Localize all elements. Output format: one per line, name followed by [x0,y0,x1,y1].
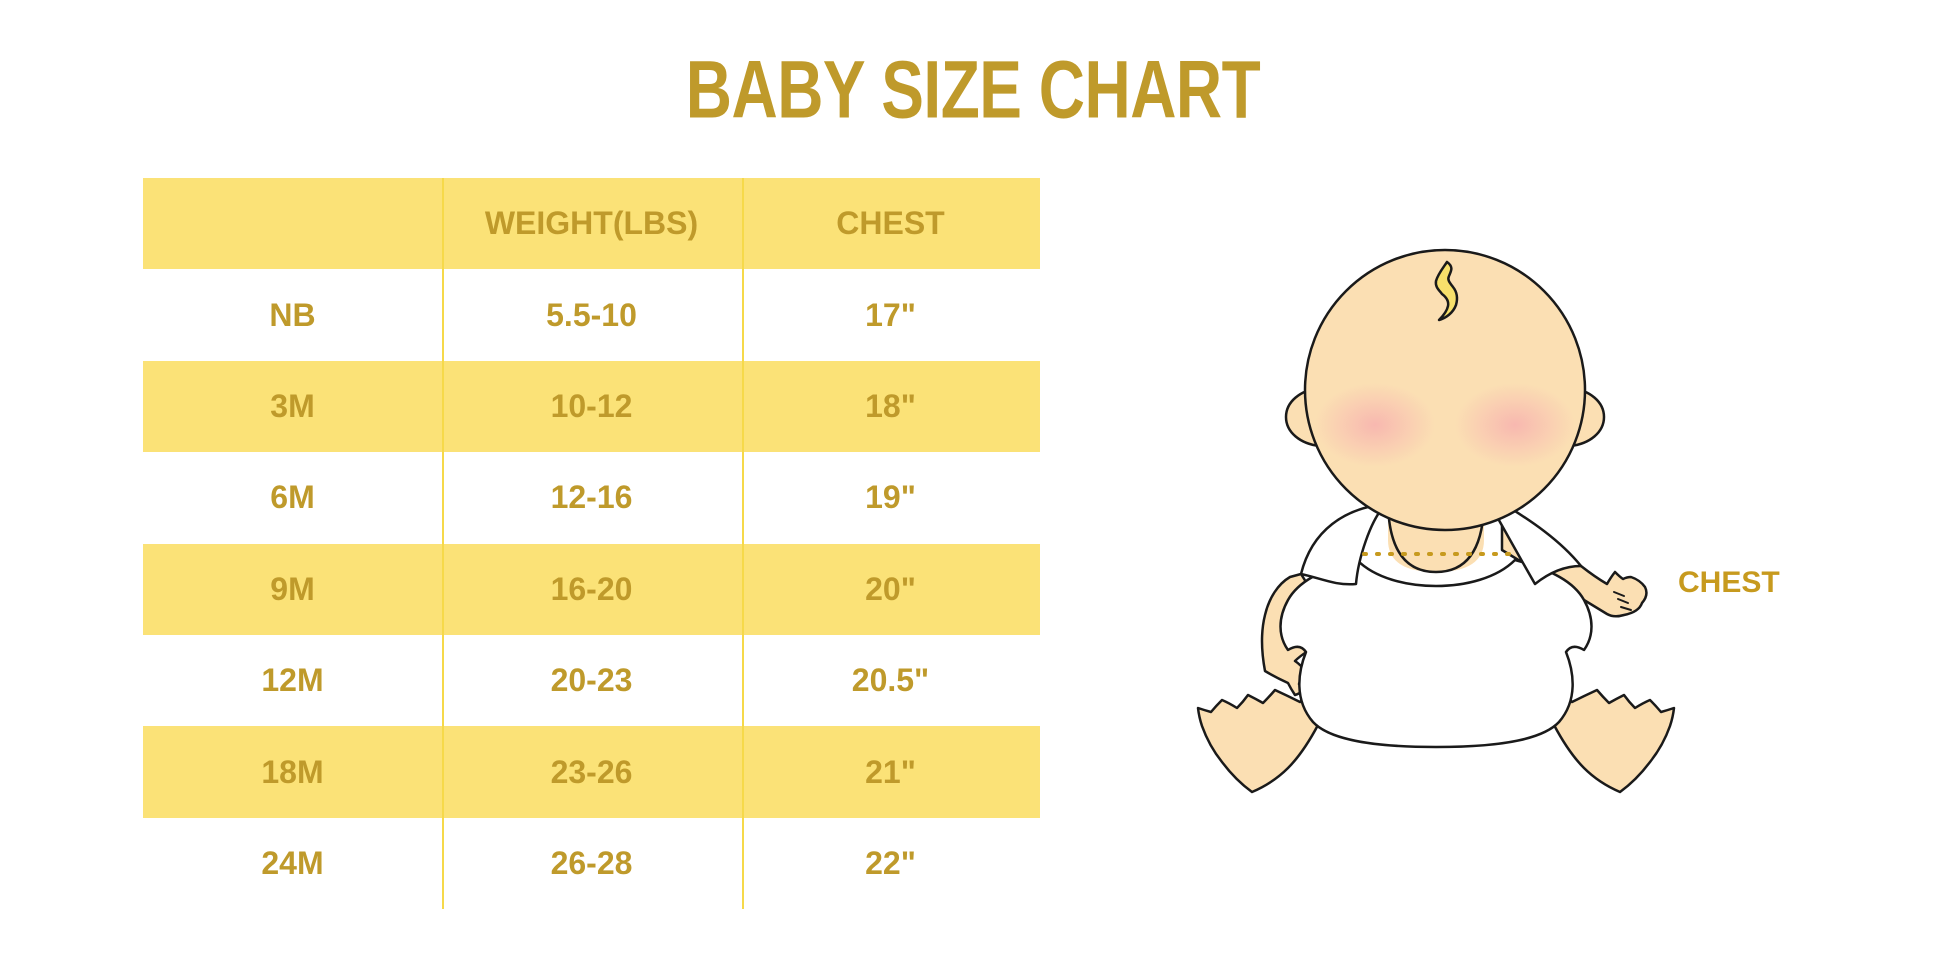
svg-text:CHEST: CHEST [1678,566,1780,599]
